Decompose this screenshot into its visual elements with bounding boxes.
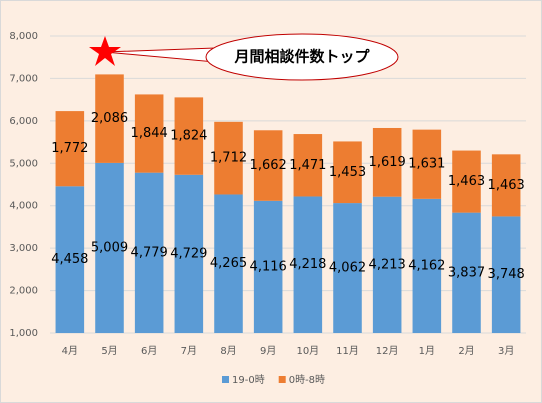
bar-segment <box>95 162 124 333</box>
value-label: 1,471 <box>289 158 326 173</box>
plot-area: 1,000 2,000 3,000 4,000 5,000 6,000 7,000 8,000… <box>9 31 526 386</box>
value-label: 1,844 <box>131 126 168 141</box>
value-label: 4,265 <box>210 256 247 271</box>
value-label: 4,116 <box>250 259 287 274</box>
value-label: 1,453 <box>329 165 366 180</box>
star <box>89 36 121 66</box>
value-label: 4,162 <box>408 258 445 273</box>
legend-label: 0時-8時 <box>289 374 325 386</box>
x-tick-label: 12月 <box>376 345 399 357</box>
bar-segment <box>134 172 164 333</box>
value-label: 4,062 <box>329 261 366 276</box>
value-label: 4,218 <box>289 257 326 272</box>
x-tick-label: 9月 <box>260 345 276 357</box>
bar-segment <box>412 198 442 333</box>
bar-segment <box>372 127 402 197</box>
bar-segment <box>333 203 362 333</box>
value-label: 1,772 <box>51 141 88 156</box>
value-label: 3,837 <box>448 265 485 280</box>
legend-swatch <box>278 376 286 383</box>
x-tick-label: 2月 <box>458 345 474 357</box>
value-label: 4,458 <box>51 252 88 267</box>
value-label: 4,729 <box>170 246 207 261</box>
x-tick-label: 1月 <box>419 345 435 357</box>
x-tick-label: 10月 <box>296 345 319 357</box>
bar-segment <box>491 216 521 333</box>
value-label: 2,086 <box>91 111 128 126</box>
bar-segment <box>134 94 164 173</box>
y-tick-label: 8,000 <box>9 31 38 42</box>
value-label: 4,779 <box>131 245 168 260</box>
bar-segment <box>452 212 481 333</box>
x-tick-label: 11月 <box>336 345 359 357</box>
x-tick-label: 5月 <box>101 345 117 357</box>
value-label: 1,463 <box>448 174 485 189</box>
bar-segment <box>293 134 323 197</box>
legend-swatch <box>222 376 229 383</box>
value-label: 1,662 <box>250 158 287 173</box>
x-tick-label: 7月 <box>181 345 197 357</box>
bar-segment <box>174 174 204 333</box>
value-label: 4,213 <box>369 257 406 272</box>
bar-segment <box>214 194 243 333</box>
value-label: 1,824 <box>170 129 207 144</box>
value-label: 3,748 <box>488 267 525 282</box>
x-tick-label: 3月 <box>498 345 514 357</box>
bar-segment <box>372 196 402 333</box>
value-label: 1,619 <box>369 155 406 170</box>
bar-segment <box>55 111 85 187</box>
value-label: 1,463 <box>488 178 525 193</box>
bar-segment <box>293 196 323 333</box>
bar-segment <box>452 150 481 213</box>
bar-segment <box>174 97 204 175</box>
y-tick-label: 7,000 <box>9 73 38 84</box>
x-tick-label: 4月 <box>62 345 78 357</box>
bar-segment <box>253 200 283 333</box>
y-tick-label: 4,000 <box>9 201 38 212</box>
bar-segment <box>491 154 521 217</box>
annotation: 月間相談件数トップ <box>233 48 370 66</box>
y-tick-label: 2,000 <box>9 286 38 297</box>
x-tick-label: 8月 <box>220 345 236 357</box>
y-tick-label: 6,000 <box>9 116 38 127</box>
bar-segment <box>333 141 362 204</box>
value-label: 5,009 <box>91 240 128 255</box>
y-tick-label: 1,000 <box>9 328 38 339</box>
y-tick-label: 3,000 <box>9 243 38 254</box>
callout <box>205 33 399 81</box>
bar-segment <box>214 121 243 195</box>
value-label: 1,712 <box>210 151 247 166</box>
y-tick-label: 5,000 <box>9 158 38 169</box>
bar-segment <box>95 74 124 163</box>
bar-segment <box>55 186 85 333</box>
x-tick-label: 6月 <box>141 345 157 357</box>
bar-segment <box>253 130 283 201</box>
legend-label: 19-0時 <box>232 374 265 386</box>
value-label: 1,631 <box>408 157 445 172</box>
bar-segment <box>412 129 442 199</box>
